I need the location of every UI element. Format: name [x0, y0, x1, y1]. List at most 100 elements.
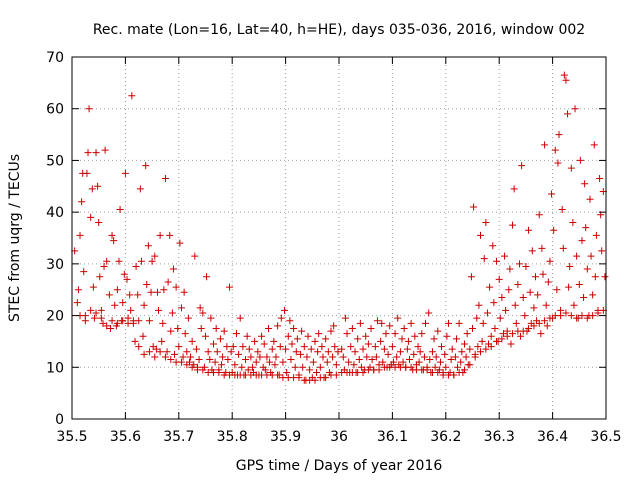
data-point-marker: [124, 319, 132, 327]
data-point-marker: [159, 319, 167, 327]
data-point-marker: [151, 252, 159, 260]
data-point-marker: [247, 353, 255, 361]
data-point-marker: [158, 337, 166, 345]
data-point-marker: [498, 335, 506, 343]
data-point-marker: [177, 358, 185, 366]
data-point-marker: [539, 270, 547, 278]
data-point-marker: [119, 317, 127, 325]
data-point-marker: [462, 353, 470, 361]
data-point-marker: [391, 330, 399, 338]
data-point-marker: [245, 345, 253, 353]
data-point-marker: [287, 356, 295, 364]
data-point-marker: [489, 242, 497, 250]
data-point-marker: [254, 348, 262, 356]
data-point-marker: [351, 348, 359, 356]
data-point-marker: [183, 361, 191, 369]
data-point-marker: [219, 353, 227, 361]
data-point-marker: [313, 368, 321, 376]
data-point-marker: [202, 332, 209, 340]
data-point-marker: [84, 149, 92, 157]
data-point-marker: [348, 325, 356, 332]
data-point-marker: [466, 361, 474, 369]
data-point-marker: [140, 350, 148, 358]
data-point-marker: [503, 332, 511, 340]
data-point-marker: [372, 353, 380, 361]
data-point-marker: [394, 314, 402, 322]
data-point-marker: [163, 348, 171, 356]
data-point-marker: [266, 358, 274, 366]
data-point-marker: [347, 343, 355, 351]
data-point-marker: [487, 332, 495, 340]
data-point-marker: [97, 314, 105, 322]
data-point-marker: [206, 356, 214, 364]
data-point-marker: [258, 332, 266, 340]
data-point-marker: [203, 273, 211, 281]
data-point-marker: [601, 273, 609, 281]
data-point-marker: [407, 319, 415, 327]
data-point-marker: [223, 343, 231, 351]
data-point-marker: [443, 332, 451, 340]
data-point-marker: [215, 368, 223, 376]
data-point-marker: [277, 314, 285, 322]
data-point-marker: [290, 325, 298, 332]
data-point-marker: [496, 314, 504, 322]
data-point-marker: [581, 180, 589, 188]
data-point-marker: [236, 314, 244, 322]
data-point-marker: [564, 110, 572, 118]
data-point-marker: [197, 325, 205, 332]
data-point-marker: [506, 265, 514, 273]
x-tick-label: 36.5: [590, 429, 621, 445]
data-point-marker: [331, 343, 339, 351]
data-point-marker: [452, 335, 460, 343]
data-point-marker: [177, 304, 185, 312]
data-point-marker: [111, 301, 119, 309]
data-point-marker: [95, 218, 103, 226]
data-point-marker: [319, 353, 327, 361]
data-point-marker: [329, 353, 337, 361]
data-point-marker: [270, 337, 278, 345]
data-point-marker: [332, 371, 340, 379]
data-point-marker: [113, 286, 121, 294]
data-point-marker: [571, 105, 579, 113]
data-point-marker: [591, 273, 599, 281]
data-point-marker: [562, 309, 570, 317]
data-point-marker: [575, 281, 583, 289]
data-point-marker: [134, 291, 142, 299]
y-axis-title: STEC from uqrg / TECUs: [7, 154, 23, 322]
data-point-marker: [493, 257, 501, 265]
data-point-marker: [307, 345, 315, 353]
data-point-marker: [434, 327, 442, 335]
data-point-marker: [211, 358, 219, 366]
data-point-marker: [407, 363, 415, 371]
data-point-marker: [587, 252, 595, 260]
data-point-marker: [368, 356, 376, 364]
data-point-marker: [174, 325, 182, 332]
data-point-marker: [378, 319, 386, 327]
y-tick-label: 20: [46, 309, 64, 325]
data-point-marker: [583, 314, 591, 322]
data-point-marker: [522, 262, 530, 270]
data-point-marker: [78, 198, 86, 206]
data-point-marker: [525, 226, 533, 234]
data-point-marker: [156, 231, 164, 239]
data-point-marker: [356, 319, 364, 327]
data-point-marker: [420, 353, 428, 361]
data-point-marker: [286, 317, 294, 325]
x-tick-label: 36.1: [377, 429, 408, 445]
data-point-marker: [423, 366, 431, 374]
data-point-marker: [471, 353, 479, 361]
data-point-marker: [235, 350, 243, 358]
data-point-marker: [295, 374, 303, 382]
data-point-marker: [441, 350, 449, 358]
data-point-marker: [448, 345, 456, 353]
data-point-marker: [493, 337, 501, 345]
x-tick-label: 36.3: [484, 429, 515, 445]
data-point-marker: [87, 306, 95, 314]
y-tick-label: 70: [46, 50, 64, 66]
data-point-marker: [487, 343, 495, 351]
data-point-marker: [265, 325, 273, 332]
data-point-marker: [466, 345, 474, 353]
data-point-marker: [498, 293, 506, 301]
data-point-marker: [477, 348, 485, 356]
chart-title: Rec. mate (Lon=16, Lat=40, h=HE), days 0…: [93, 22, 585, 38]
